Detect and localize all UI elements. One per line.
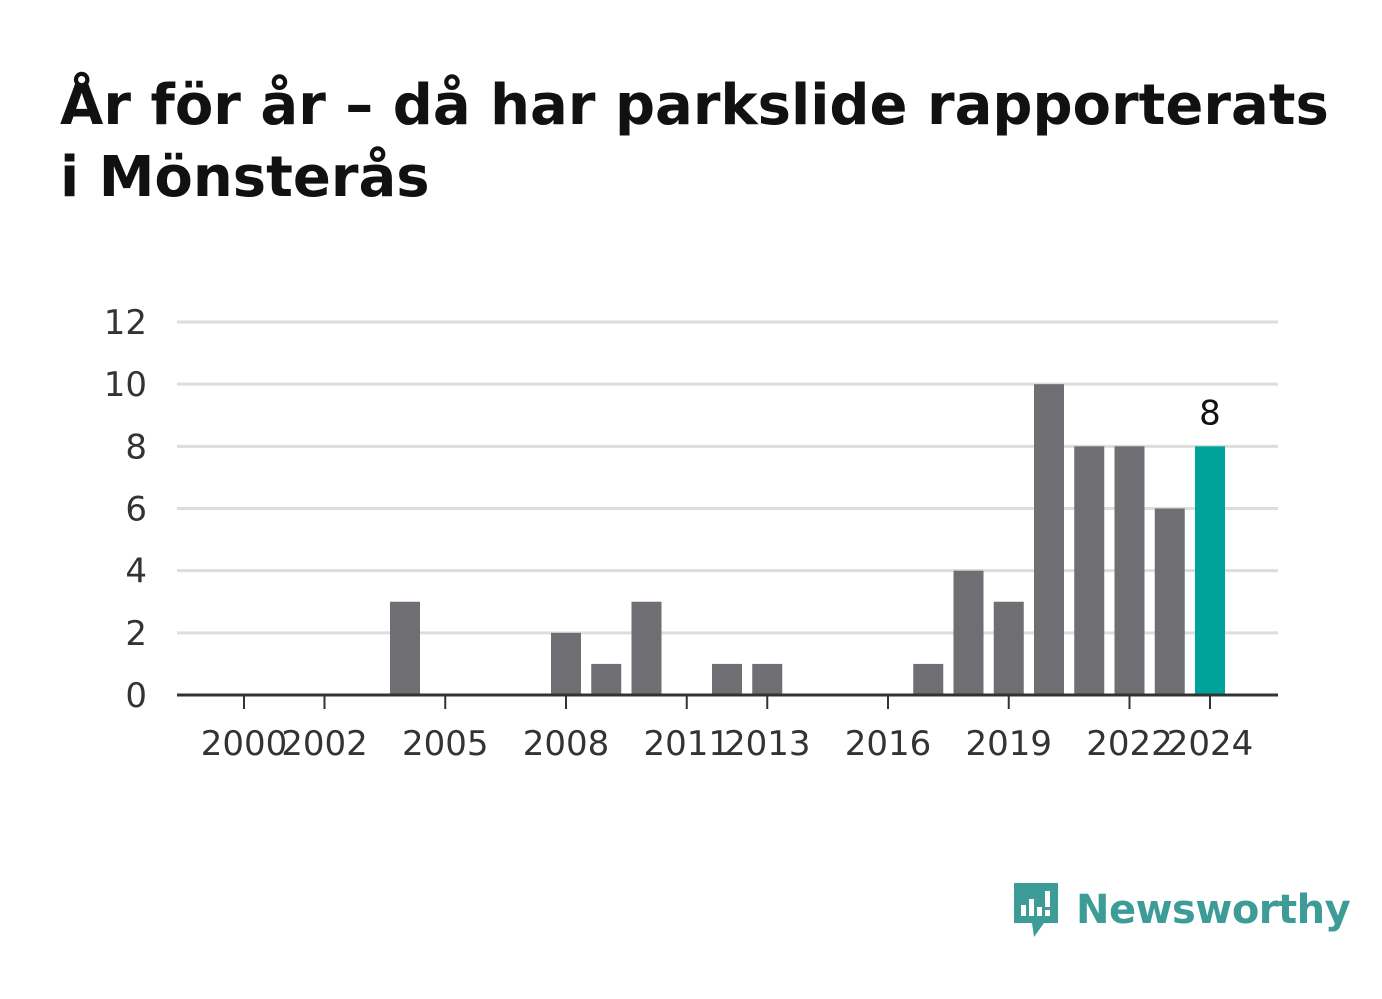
bar-2022: [1114, 446, 1145, 695]
y-tick-label-12: 12: [104, 303, 147, 343]
chart-title: År för år – då har parkslide rapporterat…: [60, 73, 1329, 210]
bar-2021: [1074, 446, 1105, 695]
newsworthy-logo: Newsworthy: [1010, 878, 1351, 942]
bar-2017: [913, 663, 944, 695]
data-label-2024: 8: [1199, 393, 1221, 433]
bar-2009: [591, 663, 622, 695]
bar-2013: [752, 663, 783, 695]
x-tick-label-2008: 2008: [523, 724, 610, 764]
y-tick-label-8: 8: [125, 427, 147, 467]
bar-2019: [993, 601, 1024, 695]
x-tick-label-2022: 2022: [1086, 724, 1173, 764]
brand-name: Newsworthy: [1076, 887, 1351, 933]
bar-2020: [1034, 384, 1064, 695]
x-tick-label-2013: 2013: [724, 724, 811, 764]
bar-2012: [712, 663, 742, 695]
bar-2023: [1154, 508, 1185, 695]
y-tick-label-6: 6: [125, 490, 147, 530]
y-tick-label-4: 4: [125, 552, 147, 592]
bar-2018: [953, 570, 984, 695]
bar-2008: [551, 632, 581, 695]
newsworthy-logo-icon: [1014, 883, 1058, 937]
y-tick-label-10: 10: [104, 365, 147, 405]
y-tick-label-0: 0: [125, 676, 147, 716]
axes: [177, 693, 1278, 709]
bar-2004: [390, 601, 420, 695]
gridlines: [177, 320, 1278, 635]
x-tick-label-2024: 2024: [1167, 724, 1254, 764]
x-tick-label-2016: 2016: [845, 724, 932, 764]
bar-2010: [631, 601, 662, 695]
x-tick-label-2019: 2019: [965, 724, 1052, 764]
x-tick-label-2002: 2002: [281, 724, 368, 764]
bar-2024: [1195, 446, 1225, 695]
bars: [390, 384, 1225, 695]
y-tick-label-2: 2: [125, 614, 147, 654]
x-tick-label-2000: 2000: [201, 724, 288, 764]
x-tick-label-2005: 2005: [402, 724, 489, 764]
x-tick-label-2011: 2011: [643, 724, 730, 764]
